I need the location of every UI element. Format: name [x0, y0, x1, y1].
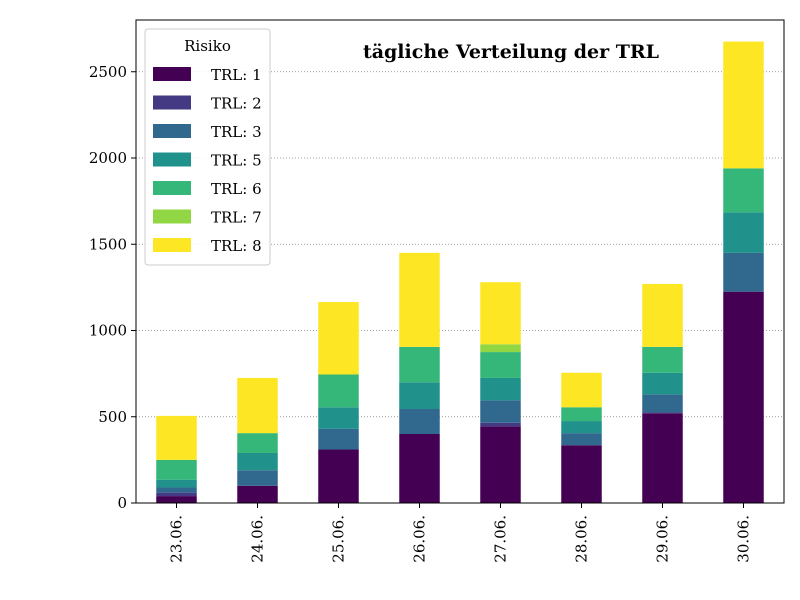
y-tick-label: 0 [117, 494, 127, 512]
bar-segment [642, 283, 683, 347]
bar-segment [318, 407, 359, 429]
bar-segment [561, 421, 602, 434]
bar-segment [237, 485, 278, 503]
bar-segment [561, 372, 602, 408]
bar-segment [237, 433, 278, 453]
legend-label: TRL: 7 [211, 209, 262, 227]
x-tick-label: 23.06. [168, 515, 186, 563]
bar-segment [156, 415, 197, 460]
bar-segment [723, 212, 764, 253]
bar-segment [480, 352, 521, 378]
bar-segment [561, 433, 602, 446]
bar-segment [480, 344, 521, 353]
bar-segment [642, 346, 683, 373]
bar-segment [480, 282, 521, 345]
legend-label: TRL: 6 [211, 180, 262, 198]
y-tick-label: 1000 [89, 322, 127, 340]
x-tick-label: 30.06. [735, 515, 753, 563]
legend-label: TRL: 1 [211, 66, 262, 84]
bar-segment [480, 377, 521, 401]
legend-swatch [153, 209, 191, 224]
y-tick-label: 2500 [89, 63, 127, 81]
legend-items: TRL: 1 TRL: 2 TRL: 3 TRL: 5 TRL: 6 TRL: 7 TRL:… [153, 66, 262, 255]
legend-label: TRL: 3 [211, 123, 262, 141]
bar-segment [561, 407, 602, 422]
x-tick-label: 26.06. [411, 515, 429, 563]
legend-label: TRL: 8 [211, 237, 262, 255]
x-tick-label: 27.06. [492, 515, 510, 563]
bar-segment [723, 41, 764, 169]
bar-segment [318, 302, 359, 375]
bar-segment [723, 252, 764, 292]
x-tick-label: 28.06. [573, 515, 591, 563]
bar-segment [480, 426, 521, 503]
bar-segment [723, 168, 764, 213]
bar-segment [642, 413, 683, 503]
bar-segment [399, 382, 440, 409]
bar-segment [480, 422, 521, 427]
legend-label: TRL: 5 [211, 152, 262, 170]
x-tick-label: 25.06. [330, 515, 348, 563]
bar-segment [156, 479, 197, 488]
bar-segment [237, 452, 278, 471]
bar-segment [156, 459, 197, 480]
legend-label: TRL: 2 [211, 95, 262, 113]
chart-title: tägliche Verteilung der TRL [363, 41, 659, 63]
bar-segment [642, 394, 683, 413]
bar-segment [561, 445, 602, 503]
legend-swatch [153, 95, 191, 110]
bar-segment [723, 291, 764, 503]
legend-title: Risiko [184, 37, 231, 55]
bar-segment [318, 374, 359, 408]
legend-swatch [153, 67, 191, 81]
bar-segment [318, 428, 359, 450]
bars [156, 41, 764, 503]
bar-segment [399, 252, 440, 347]
bar-segment [399, 434, 440, 503]
legend-swatch [153, 124, 191, 138]
bar-segment [156, 487, 197, 493]
bar-segment [237, 377, 278, 434]
bar-segment [480, 400, 521, 423]
legend-swatch [153, 238, 191, 252]
x-tick-label: 24.06. [249, 515, 267, 563]
axes-ticks: 0 500 1000 1500 2000 2500 23.06. 24.06. 25.06. 26… [89, 63, 753, 563]
bar-segment [642, 412, 683, 414]
bar-segment [156, 492, 197, 497]
legend-swatch [153, 181, 191, 195]
x-tick-label: 29.06. [654, 515, 672, 563]
y-tick-label: 500 [98, 408, 127, 426]
plot-frame [135, 19, 785, 504]
bar-segment [399, 346, 440, 383]
bar-segment [642, 372, 683, 395]
legend-box [144, 28, 271, 266]
bar-segment [156, 496, 197, 503]
legend-swatch [153, 152, 191, 167]
bar-segment [399, 408, 440, 434]
y-tick-label: 2000 [89, 149, 127, 167]
y-tick-label: 1500 [89, 235, 127, 253]
bar-segment [237, 470, 278, 486]
bar-segment [318, 449, 359, 503]
